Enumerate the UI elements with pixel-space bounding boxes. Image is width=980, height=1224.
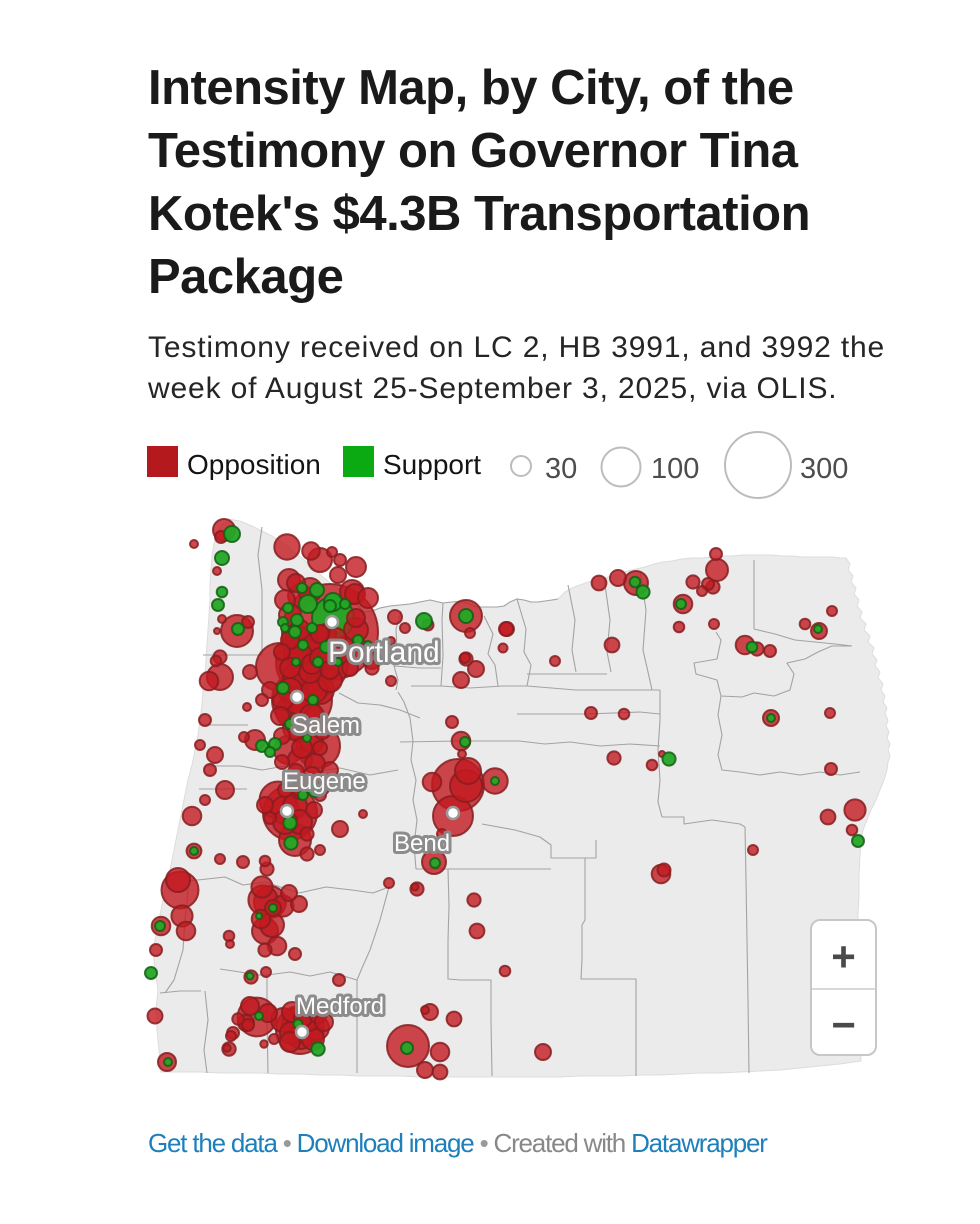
svg-text:100: 100 (651, 453, 699, 485)
svg-text:Eugene: Eugene (283, 768, 366, 795)
svg-text:Bend: Bend (394, 830, 450, 857)
svg-text:30: 30 (545, 453, 577, 485)
svg-text:Portland: Portland (328, 636, 440, 669)
svg-text:300: 300 (800, 453, 848, 485)
svg-text:Medford: Medford (296, 993, 384, 1020)
svg-text:Salem: Salem (292, 712, 360, 739)
